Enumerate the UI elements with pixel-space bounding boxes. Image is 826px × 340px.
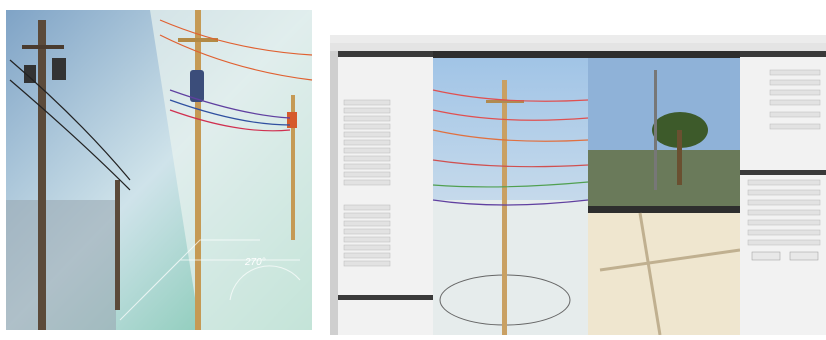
pole (291, 95, 295, 240)
panel-header (740, 170, 826, 175)
panel-header (338, 295, 433, 300)
pole (654, 70, 657, 190)
button[interactable] (751, 251, 781, 261)
crossarm (178, 38, 218, 42)
panel-fields (747, 69, 821, 246)
software-screenshot (330, 35, 826, 336)
crossarm (486, 100, 524, 103)
transformer (287, 112, 297, 128)
street (588, 150, 740, 206)
circuit-lines (119, 239, 301, 321)
view-header (588, 51, 740, 58)
pole (502, 80, 507, 335)
wires (9, 19, 313, 191)
transformer (52, 58, 66, 80)
button[interactable] (789, 251, 819, 261)
pole (38, 20, 46, 330)
view-header (433, 51, 588, 58)
crossarm (22, 45, 64, 49)
side-toolbar (330, 51, 338, 335)
buildings (6, 200, 116, 330)
view-header (588, 206, 740, 213)
panel-header (338, 51, 433, 57)
pole (115, 180, 120, 310)
roads (599, 212, 741, 336)
toolbar (330, 43, 826, 51)
left-panel (338, 51, 433, 335)
illustration: 270° (6, 10, 313, 330)
transformer (24, 65, 36, 83)
wires (432, 89, 589, 206)
menu-bar (330, 35, 826, 43)
ground (433, 200, 588, 335)
panel-list (343, 99, 391, 267)
transformer (190, 70, 204, 102)
annotation: 270° (244, 257, 266, 268)
map-view (588, 206, 740, 335)
pole (195, 10, 201, 330)
panel-header (740, 51, 826, 57)
palm-trunk (677, 130, 682, 185)
